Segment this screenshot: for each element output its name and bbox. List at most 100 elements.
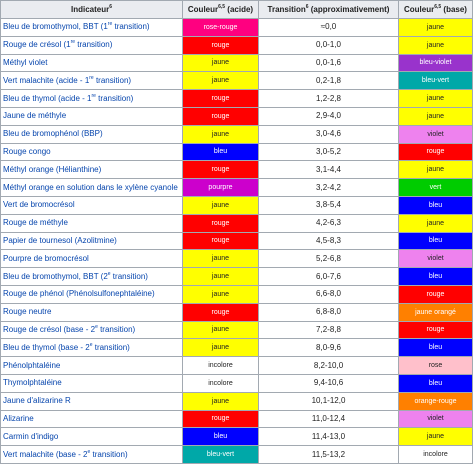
indicator-name: Rouge congo xyxy=(3,146,51,156)
transition-range-cell: 3,0-5,2 xyxy=(258,142,399,162)
indicator-name-link[interactable]: Méthyl orange en solution dans le xylène… xyxy=(0,178,183,197)
header-base-sup: 6,5 xyxy=(434,3,442,10)
header-row: Indicateur6 Couleur6,5 (acide) Transitio… xyxy=(0,0,473,19)
transition-range-cell: 8,0-9,6 xyxy=(258,338,399,358)
indicator-name-link[interactable]: Alizarine xyxy=(0,409,183,429)
indicator-name-link[interactable]: Thymolphtaléine xyxy=(0,373,183,393)
transition-range-cell: 3,0-4,6 xyxy=(258,124,399,144)
indicator-name: Jaune d'alizarine R xyxy=(3,396,71,406)
base-color-cell: violet xyxy=(398,409,473,429)
transition-range-cell: ≈0,0 xyxy=(258,18,399,37)
transition-range-cell: 3,1-4,4 xyxy=(258,160,399,180)
base-color-cell: rouge xyxy=(398,142,473,162)
acid-color-cell: jaune xyxy=(182,284,259,304)
table-row: Rouge de crésol (base - 2e transition) ja… xyxy=(0,320,473,340)
transition-range-cell: 0,0-1,6 xyxy=(258,53,399,73)
acid-color-cell: jaune xyxy=(182,338,259,358)
indicator-name-suffix: transition) xyxy=(95,93,134,103)
table-row: Méthyl orange en solution dans le xylène… xyxy=(0,178,473,197)
transition-range-cell: 4,5-8,3 xyxy=(258,231,399,251)
header-indicator[interactable]: Indicateur6 xyxy=(0,0,183,19)
indicator-name-link[interactable]: Rouge de méthyle xyxy=(0,213,183,233)
indicator-name-link[interactable]: Vert malachite (base - 2e transition) xyxy=(0,445,183,464)
indicator-name-link[interactable]: Bleu de bromothymol, BBT (2e transition) xyxy=(0,267,183,286)
base-color-cell: bleu-violet xyxy=(398,53,473,73)
indicator-name-link[interactable]: Bleu de thymol (acide - 1re transition) xyxy=(0,89,183,108)
table-row: Vert malachite (base - 2e transition) ble… xyxy=(0,445,473,464)
indicator-name-sup: re xyxy=(91,92,96,99)
indicator-name: Bleu de bromophénol (BBP) xyxy=(3,129,103,139)
indicator-name: Rouge neutre xyxy=(3,307,52,317)
indicator-name-link[interactable]: Carmin d'indigo xyxy=(0,427,183,447)
acid-color-cell: bleu xyxy=(182,427,259,447)
indicator-name-link[interactable]: Méthyl orange (Hélianthine) xyxy=(0,160,183,180)
acid-color-cell: jaune xyxy=(182,124,259,144)
header-indicator-sup: 6 xyxy=(109,3,112,10)
table-row: Carmin d'indigo bleu 11,4-13,0 jaune xyxy=(0,427,473,447)
indicator-name-suffix: transition) xyxy=(92,342,130,352)
indicator-name-link[interactable]: Rouge congo xyxy=(0,142,183,162)
indicator-name-link[interactable]: Méthyl violet xyxy=(0,53,183,73)
indicator-name-link[interactable]: Vert malachite (acide - 1re transition) xyxy=(0,71,183,91)
acid-color-cell: incolore xyxy=(182,373,259,393)
transition-range-cell: 11,4-13,0 xyxy=(258,427,399,447)
header-base-label: Couleur xyxy=(404,4,435,14)
base-color-cell: jaune orangé xyxy=(398,302,473,322)
base-color-cell: bleu xyxy=(398,231,473,251)
indicator-name-link[interactable]: Bleu de thymol (base - 2e transition) xyxy=(0,338,183,358)
indicator-name-link[interactable]: Rouge de crésol (1re transition) xyxy=(0,35,183,55)
indicator-name-link[interactable]: Rouge de phénol (Phénolsulfonephtaléine) xyxy=(0,284,183,304)
header-base-color[interactable]: Couleur6,5 (base) xyxy=(398,0,473,19)
header-acid-color[interactable]: Couleur6,5 (acide) xyxy=(182,0,259,19)
transition-range-cell: 6,6-8,0 xyxy=(258,284,399,304)
indicator-name-suffix: transition) xyxy=(93,75,132,85)
base-color-cell: rouge xyxy=(398,284,473,304)
base-color-cell: bleu xyxy=(398,195,473,215)
indicator-name: Bleu de bromothymol, BBT (1 xyxy=(3,22,108,32)
indicator-name-link[interactable]: Jaune d'alizarine R xyxy=(0,391,183,411)
header-base-suffix: (base) xyxy=(441,4,467,14)
indicator-name-link[interactable]: Bleu de bromothymol, BBT (1re transition… xyxy=(0,18,183,37)
base-color-cell: violet xyxy=(398,249,473,269)
indicator-name-link[interactable]: Papier de tournesol (Azolitmine) xyxy=(0,231,183,251)
acid-color-cell: jaune xyxy=(182,249,259,269)
base-color-cell: jaune xyxy=(398,89,473,108)
indicator-name: Rouge de crésol (base - 2 xyxy=(3,324,96,334)
header-acid-suffix: (acide) xyxy=(225,4,254,14)
table-row: Jaune d'alizarine R jaune 10,1-12,0 orange-… xyxy=(0,391,473,411)
base-color-cell: bleu xyxy=(398,338,473,358)
indicator-name-link[interactable]: Phénolphtaléine xyxy=(0,356,183,375)
indicator-name-link[interactable]: Rouge de crésol (base - 2e transition) xyxy=(0,320,183,340)
indicator-name-sup: e xyxy=(107,270,111,277)
acid-color-cell: rouge xyxy=(182,89,259,108)
transition-range-cell: 3,2-4,2 xyxy=(258,178,399,197)
base-color-cell: violet xyxy=(398,124,473,144)
indicator-name-link[interactable]: Rouge neutre xyxy=(0,302,183,322)
indicator-name-link[interactable]: Vert de bromocrésol xyxy=(0,195,183,215)
base-color-cell: bleu-vert xyxy=(398,71,473,91)
base-color-cell: jaune xyxy=(398,160,473,180)
acid-color-cell: pourpre xyxy=(182,178,259,197)
table-row: Alizarine rouge 11,0-12,4 violet xyxy=(0,409,473,429)
transition-range-cell: 11,0-12,4 xyxy=(258,409,399,429)
indicator-name-sup: e xyxy=(95,323,98,330)
acid-color-cell: rouge xyxy=(182,231,259,251)
table-row: Rouge de phénol (Phénolsulfonephtaléine)… xyxy=(0,284,473,304)
transition-range-cell: 10,1-12,0 xyxy=(258,391,399,411)
transition-range-cell: 0,0-1,0 xyxy=(258,35,399,55)
table-row: Bleu de thymol (base - 2e transition) jau… xyxy=(0,338,473,358)
table-row: Rouge neutre rouge 6,8-8,0 jaune orangé xyxy=(0,302,473,322)
transition-range-cell: 8,2-10,0 xyxy=(258,356,399,375)
indicator-name-link[interactable]: Pourpre de bromocrésol xyxy=(0,249,183,269)
transition-range-cell: 11,5-13,2 xyxy=(258,445,399,464)
table-row: Bleu de bromophénol (BBP) jaune 3,0-4,6 vio… xyxy=(0,124,473,144)
header-transition[interactable]: Transition6 (approximativement) xyxy=(258,0,399,19)
acid-color-cell: rouge xyxy=(182,35,259,55)
indicator-name-suffix: transition) xyxy=(112,22,150,32)
indicator-name-link[interactable]: Jaune de méthyle xyxy=(0,106,183,126)
header-acid-label: Couleur xyxy=(187,4,219,14)
header-transition-suffix: (approximativement) xyxy=(308,4,390,14)
indicator-name-link[interactable]: Bleu de bromophénol (BBP) xyxy=(0,124,183,144)
header-indicator-label: Indicateur xyxy=(70,4,110,14)
